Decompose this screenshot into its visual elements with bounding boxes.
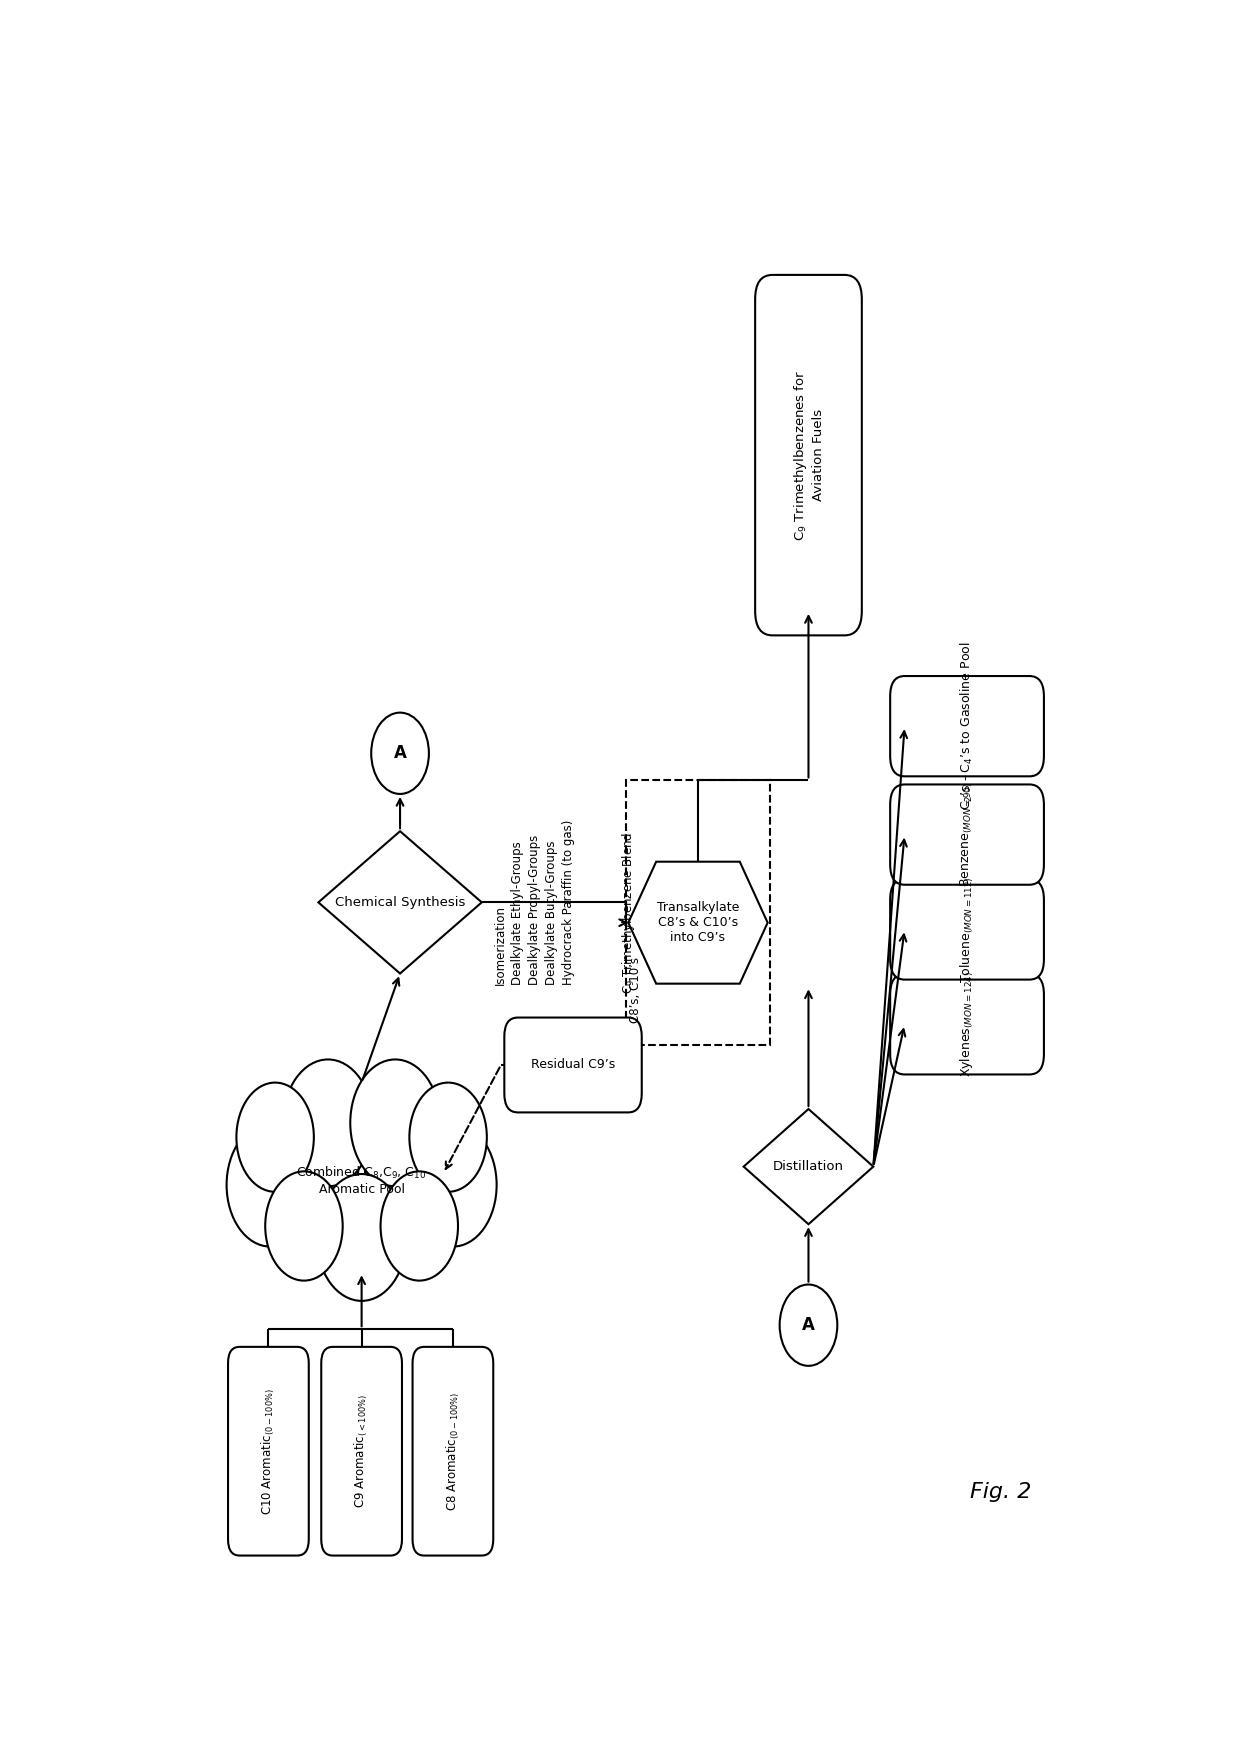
Text: Xylenes$_{(MON= 124)}$: Xylenes$_{(MON= 124)}$ <box>959 972 976 1077</box>
Text: Distillation: Distillation <box>773 1160 844 1174</box>
Text: C$_2$’s - C$_4$’s to Gasoline Pool: C$_2$’s - C$_4$’s to Gasoline Pool <box>959 642 975 811</box>
FancyBboxPatch shape <box>505 1017 642 1112</box>
FancyBboxPatch shape <box>321 1346 402 1556</box>
Text: Benzene$_{(MON= 90)}$: Benzene$_{(MON= 90)}$ <box>959 781 975 887</box>
Circle shape <box>316 1174 407 1301</box>
FancyBboxPatch shape <box>890 676 1044 776</box>
Circle shape <box>371 713 429 794</box>
Circle shape <box>780 1285 837 1366</box>
Polygon shape <box>319 831 481 973</box>
Circle shape <box>409 1123 497 1246</box>
Text: Isomerization
Dealkylate Ethyl-Groups
Dealkylate Propyl-Groups
Dealkylate Butyl-: Isomerization Dealkylate Ethyl-Groups De… <box>494 820 575 986</box>
FancyBboxPatch shape <box>890 785 1044 885</box>
Text: C8’s, C10’s: C8’s, C10’s <box>629 957 642 1023</box>
Text: C$_9$ Trimethylbenzenes for
Aviation Fuels: C$_9$ Trimethylbenzenes for Aviation Fue… <box>792 370 825 540</box>
Text: C$_9$ Trimethylbenzene Blend: C$_9$ Trimethylbenzene Blend <box>620 831 637 994</box>
Circle shape <box>283 1060 373 1186</box>
FancyBboxPatch shape <box>228 1346 309 1556</box>
Text: C10 Aromatic$_{(0-100\%)}$: C10 Aromatic$_{(0-100\%)}$ <box>259 1389 277 1515</box>
Text: C9 Aromatic$_{(< 100\%)}$: C9 Aromatic$_{(< 100\%)}$ <box>353 1394 371 1508</box>
Text: Fig. 2: Fig. 2 <box>970 1482 1032 1501</box>
FancyBboxPatch shape <box>413 1346 494 1556</box>
Circle shape <box>350 1060 440 1186</box>
Text: Toluene$_{(MON= 112)}$: Toluene$_{(MON= 112)}$ <box>959 876 976 982</box>
Circle shape <box>237 1082 314 1192</box>
Bar <box>626 780 770 1045</box>
Text: A: A <box>802 1316 815 1334</box>
Text: Chemical Synthesis: Chemical Synthesis <box>335 896 465 908</box>
Text: C8 Aromatic$_{(0-100\%)}$: C8 Aromatic$_{(0-100\%)}$ <box>444 1392 461 1510</box>
Polygon shape <box>744 1109 873 1225</box>
Text: Combined C$_8$,C$_9$, C$_{10}$
Aromatic Pool: Combined C$_8$,C$_9$, C$_{10}$ Aromatic … <box>296 1165 427 1195</box>
Circle shape <box>365 1091 465 1232</box>
FancyBboxPatch shape <box>890 975 1044 1074</box>
FancyBboxPatch shape <box>890 880 1044 980</box>
Circle shape <box>296 1088 428 1272</box>
Polygon shape <box>629 862 768 984</box>
Text: Transalkylate
C8’s & C10’s
into C9’s: Transalkylate C8’s & C10’s into C9’s <box>657 901 739 943</box>
FancyBboxPatch shape <box>755 275 862 635</box>
Text: Residual C9’s: Residual C9’s <box>531 1058 615 1072</box>
Circle shape <box>409 1082 487 1192</box>
Text: A: A <box>393 744 407 762</box>
Circle shape <box>265 1172 342 1281</box>
Circle shape <box>259 1091 358 1232</box>
Circle shape <box>381 1172 458 1281</box>
Circle shape <box>227 1123 314 1246</box>
